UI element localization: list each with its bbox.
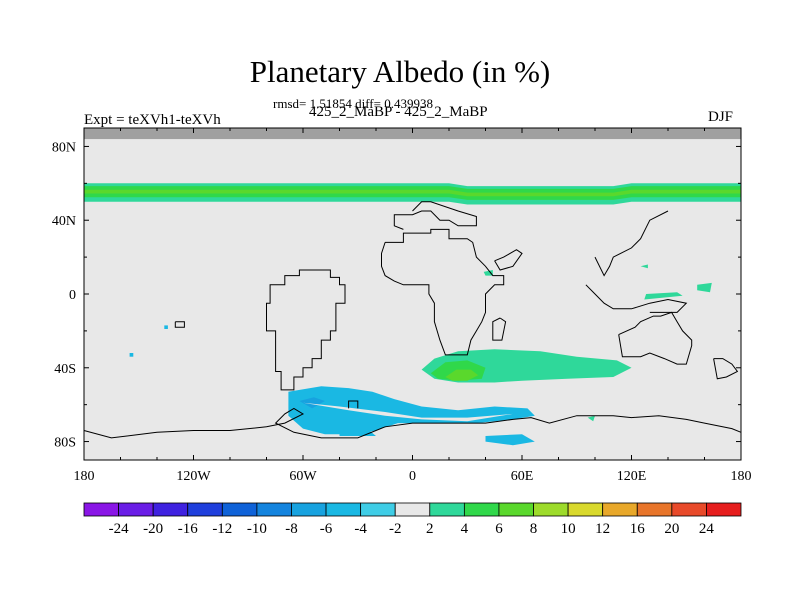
colorbar-label: -8 bbox=[285, 521, 298, 537]
colorbar-label: 2 bbox=[426, 521, 434, 537]
colorbar-label: 24 bbox=[699, 521, 715, 537]
axis-layer: 180 120W 60W 0 60E 120E 180 80N 40N 0 40S 80S bbox=[52, 127, 752, 484]
antarctic-coast-patch bbox=[485, 434, 535, 446]
coastline-antarctica bbox=[83, 407, 742, 439]
experiment-label: Expt = teXVh1-teXVh bbox=[84, 112, 221, 128]
y-tick-label: 80N bbox=[52, 140, 76, 155]
x-tick-label: 120E bbox=[617, 469, 647, 484]
southern-ocean-anomaly bbox=[288, 386, 535, 435]
coastline-island-atlantic bbox=[348, 400, 359, 409]
colorbar-label: 4 bbox=[461, 521, 469, 537]
x-tick-label: 60E bbox=[511, 469, 534, 484]
patch-south-indian bbox=[587, 415, 595, 422]
coastline-mediterranean bbox=[393, 201, 477, 230]
patch-south-pacific bbox=[129, 353, 134, 357]
colorbar-label: 12 bbox=[595, 521, 610, 537]
x-tick-label: 60W bbox=[289, 469, 317, 484]
patch-arabia bbox=[483, 270, 493, 276]
colorbar-swatch bbox=[325, 502, 362, 517]
patch-new-guinea bbox=[644, 292, 683, 300]
colorbar-swatch bbox=[567, 502, 604, 517]
colorbar-swatch bbox=[118, 502, 154, 517]
plot-subtitle: 425_2_MaBP - 425_2_MaBP bbox=[309, 104, 488, 120]
colorbar-swatch bbox=[671, 502, 707, 517]
colorbar-swatch bbox=[429, 502, 465, 517]
colorbar-swatch bbox=[83, 502, 119, 517]
colorbar-label: 8 bbox=[530, 521, 538, 537]
colorbar-swatch bbox=[706, 502, 742, 517]
colorbar-label: -6 bbox=[320, 521, 333, 537]
colorbar-swatch bbox=[602, 502, 638, 517]
coastline-madagascar bbox=[492, 317, 507, 341]
coastline-arabia bbox=[494, 249, 523, 271]
colorbar-swatch bbox=[360, 502, 396, 517]
y-tick-label: 0 bbox=[69, 288, 76, 303]
colorbar-swatch bbox=[291, 502, 327, 517]
x-tick-label: 180 bbox=[74, 469, 95, 484]
colorbar-label: 16 bbox=[630, 521, 646, 537]
coastline-australia bbox=[618, 311, 693, 365]
colorbar-label: -4 bbox=[354, 521, 367, 537]
y-tick-label: 80S bbox=[54, 436, 76, 451]
south-atlantic-core bbox=[445, 369, 479, 381]
colorbar-swatch bbox=[256, 502, 292, 517]
colorbar-swatch bbox=[187, 502, 223, 517]
colorbar-swatch bbox=[533, 502, 569, 517]
colorbar-label: -12 bbox=[212, 521, 232, 537]
coastline-indonesia bbox=[585, 284, 688, 313]
colorbar-label: -20 bbox=[143, 521, 163, 537]
coastline-new-zealand bbox=[713, 358, 739, 380]
colorbar-label: -10 bbox=[247, 521, 267, 537]
season-label: DJF bbox=[708, 109, 734, 125]
northern-band-core bbox=[84, 189, 741, 197]
colorbar-label: 20 bbox=[664, 521, 679, 537]
colorbar-swatch bbox=[152, 502, 189, 517]
map-layer bbox=[83, 128, 742, 460]
coastline-east-asia bbox=[594, 210, 669, 277]
coastline-south-america bbox=[266, 269, 346, 391]
coastline-pacific-island bbox=[174, 321, 185, 328]
southern-ocean-inner bbox=[299, 397, 325, 409]
colorbar-swatch bbox=[636, 502, 673, 517]
plot-title: Planetary Albedo (in %) bbox=[249, 54, 551, 89]
x-tick-label: 120W bbox=[176, 469, 211, 484]
colorbar-swatch bbox=[221, 502, 258, 517]
colorbar-label: 10 bbox=[561, 521, 576, 537]
patch-north-pacific bbox=[640, 264, 648, 269]
patch-pacific bbox=[697, 282, 712, 293]
stats-text: rmsd= 1.51854 diff= 0.439938 bbox=[273, 96, 433, 111]
colorbar-swatch bbox=[498, 502, 534, 517]
y-tick-label: 40S bbox=[54, 362, 76, 377]
y-tick-label: 40N bbox=[52, 214, 76, 229]
coastline-africa bbox=[381, 228, 505, 356]
x-tick-label: 0 bbox=[409, 469, 416, 484]
colorbar-label: -16 bbox=[178, 521, 198, 537]
colorbar-swatch bbox=[463, 502, 500, 517]
colorbar-label: -24 bbox=[109, 521, 129, 537]
x-tick-label: 180 bbox=[731, 469, 752, 484]
colorbar-label: -2 bbox=[389, 521, 402, 537]
polar-mask bbox=[84, 128, 741, 140]
colorbar-label: 6 bbox=[495, 521, 503, 537]
colorbar-swatch bbox=[394, 502, 431, 517]
southern-ocean-gap bbox=[303, 402, 513, 422]
colorbar: -24 -20 -16 -12 -10 -8 -6 -4 -2 2 4 6 8 10 12 16 20 24 bbox=[83, 502, 742, 537]
patch-tropical-pacific bbox=[164, 325, 168, 329]
